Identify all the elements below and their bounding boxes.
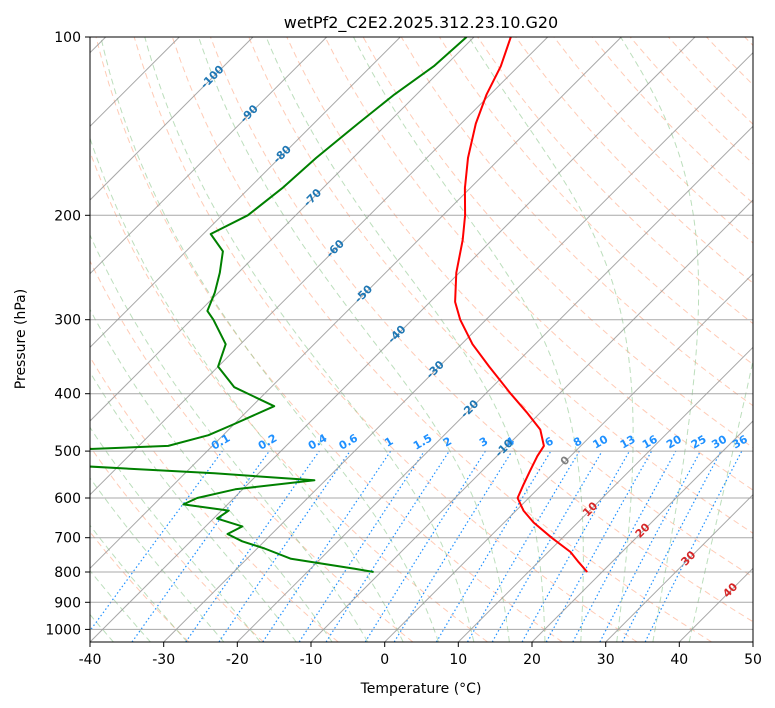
isotherm-line [236, 125, 753, 642]
y-tick-label: 800 [54, 565, 81, 581]
background-lines [90, 37, 753, 642]
isotherm-line [531, 420, 753, 642]
x-tick-label: -20 [226, 652, 249, 668]
mixing-ratio-line [393, 450, 513, 642]
x-tick-label: 50 [744, 652, 762, 668]
isotherm-line [90, 37, 401, 349]
mixing-ratio-line [298, 450, 425, 642]
dry-adiabat-line [210, 37, 753, 623]
dry-adiabat-line [90, 259, 414, 642]
isotherm-line [90, 37, 475, 422]
moist-adiabat-line [688, 358, 753, 642]
mixing-ratio-line [131, 450, 270, 642]
x-axis-title: Temperature (°C) [360, 681, 482, 697]
temperature-profile-line [454, 37, 588, 573]
mixing-ratio-line [325, 450, 450, 642]
isotherm-line [310, 199, 753, 642]
isotherm-line [90, 37, 549, 496]
mixing-ratio-line [545, 450, 653, 642]
isotherm-line [605, 493, 753, 642]
y-tick-label: 700 [54, 531, 81, 547]
chart-title: wetPf2_C2E2.2025.312.23.10.G20 [284, 13, 558, 33]
y-tick-label: 100 [54, 30, 81, 46]
y-tick-label: 200 [54, 208, 81, 224]
moist-adiabat-line [90, 371, 297, 642]
moist-adiabat-line [90, 308, 333, 642]
isotherm-line [90, 37, 254, 201]
moist-adiabat-line [90, 233, 369, 642]
dry-adiabat-line [248, 37, 753, 578]
x-tick-label: -30 [152, 652, 175, 668]
mixing-ratio-line [644, 450, 743, 642]
moist-adiabat-line [352, 37, 584, 642]
dry-adiabat-line [286, 37, 753, 534]
isotherm-line [163, 51, 753, 642]
x-tick-label: 40 [670, 652, 688, 668]
y-axis-title: Pressure (hPa) [13, 289, 29, 389]
y-tick-label: 500 [54, 444, 81, 460]
isotherm-line [90, 37, 696, 642]
mixing-ratio-line [90, 450, 223, 632]
moist-adiabat-line [468, 37, 634, 642]
grid-lines [90, 37, 753, 642]
y-tick-label: 900 [54, 595, 81, 611]
y-tick-label: 300 [54, 313, 81, 329]
x-tick-label: -40 [79, 652, 102, 668]
mixing-ratio-line [185, 450, 320, 642]
dry-adiabat-line [95, 37, 563, 642]
isotherm-line [90, 37, 622, 570]
moist-adiabat-line [90, 569, 151, 642]
moist-adiabat-line [620, 37, 700, 642]
mixing-ratio-line [572, 450, 677, 642]
mixing-ratio-line [262, 450, 392, 642]
moist-adiabat-line [90, 136, 404, 642]
y-tick-label: 1000 [45, 622, 81, 638]
dewpoint-profile-line [90, 37, 468, 573]
y-tick-label: 400 [54, 387, 81, 403]
x-tick-label: 30 [597, 652, 615, 668]
mixing-ratio-line [521, 450, 631, 642]
moist-adiabat-line [100, 37, 439, 642]
isotherm-line [384, 272, 753, 642]
x-tick-label: 20 [523, 652, 541, 668]
moist-adiabat-line [198, 37, 510, 642]
isotherm-line [457, 346, 753, 642]
moist-adiabat-line [144, 37, 475, 642]
x-tick-label: 0 [380, 652, 389, 668]
moist-adiabat-line [90, 477, 225, 642]
dry-adiabat-line [90, 445, 264, 642]
moist-adiabat-line [90, 426, 261, 642]
axis-ticks: -40 -30 -20 -10 0 10 20 30 40 50 100 200 300 400 500 60… [45, 30, 762, 668]
profile-series [90, 37, 588, 573]
isotherm-line [90, 37, 328, 275]
plot-frame [89, 36, 754, 643]
y-tick-label: 600 [54, 491, 81, 507]
dry-adiabat-line [171, 37, 712, 642]
x-tick-label: -10 [300, 652, 323, 668]
mixing-ratio-line [218, 450, 351, 642]
dry-adiabat-line [133, 37, 638, 642]
dry-adiabat-line [324, 37, 753, 491]
dry-adiabat-line [90, 356, 339, 642]
moist-adiabat-line [265, 37, 546, 642]
dry-adiabat-line [515, 37, 753, 284]
x-tick-label: 10 [449, 652, 467, 668]
